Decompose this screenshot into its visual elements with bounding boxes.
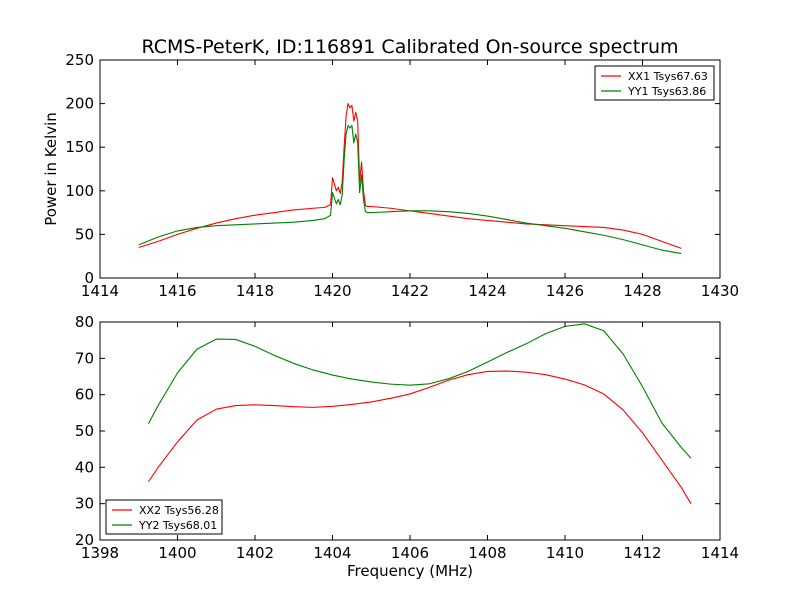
x-tick-label-2-4: 1406 bbox=[391, 544, 429, 562]
x-tick-label-2-7: 1412 bbox=[623, 544, 661, 562]
series-line-2-1 bbox=[147, 370, 692, 504]
chart-title: RCMS-PeterK, ID:116891 Calibrated On-sou… bbox=[141, 36, 678, 58]
y-tick-label-1-1: 50 bbox=[75, 225, 94, 243]
y-tick-label-1-2: 100 bbox=[65, 182, 94, 200]
y-tick-label-1-3: 150 bbox=[65, 138, 94, 156]
chart-panel-2: 1398 1400 1402 1404 1406 1408 1410 1412 1414 20 30… bbox=[75, 313, 739, 580]
x-tick-label-1-8: 1430 bbox=[701, 282, 739, 300]
y-tick-label-2-2: 40 bbox=[75, 458, 94, 476]
x-tick-label-1-7: 1428 bbox=[623, 282, 661, 300]
x-tick-label-1-3: 1420 bbox=[313, 282, 351, 300]
y-tick-label-1-0: 0 bbox=[84, 269, 94, 287]
y-tick-label-2-4: 60 bbox=[75, 386, 94, 404]
x-tick-label-1-1: 1416 bbox=[158, 282, 196, 300]
x-axis-label-2: Frequency (MHz) bbox=[347, 562, 473, 580]
x-tick-label-2-5: 1408 bbox=[468, 544, 506, 562]
legend-label-2-1: XX2 Tsys56.28 bbox=[139, 504, 219, 517]
y-tick-label-2-5: 70 bbox=[75, 349, 94, 367]
x-tick-label-1-6: 1426 bbox=[546, 282, 584, 300]
legend-label-1-1: XX1 Tsys67.63 bbox=[628, 70, 708, 83]
legend-1: XX1 Tsys67.63 YY1 Tsys63.86 bbox=[594, 65, 715, 101]
x-tick-label-1-4: 1422 bbox=[391, 282, 429, 300]
x-tick-label-2-2: 1402 bbox=[236, 544, 274, 562]
y-tick-label-1-4: 200 bbox=[65, 95, 94, 113]
x-tick-label-2-8: 1414 bbox=[701, 544, 739, 562]
x-tick-label-1-0: 1414 bbox=[81, 282, 119, 300]
x-tick-label-1-5: 1424 bbox=[468, 282, 506, 300]
y-tick-label-2-3: 50 bbox=[75, 422, 94, 440]
x-tick-label-2-6: 1410 bbox=[546, 544, 584, 562]
y-tick-label-2-0: 20 bbox=[75, 531, 94, 549]
x-tick-label-2-0: 1398 bbox=[81, 544, 119, 562]
series-line-1-2 bbox=[138, 124, 682, 255]
y-tick-label-1-5: 250 bbox=[65, 51, 94, 69]
chart-panel-1: 1414 1416 1418 1420 1422 1424 1426 1428 1430 0 50 1… bbox=[42, 51, 739, 300]
legend-label-1-2: YY1 Tsys63.86 bbox=[627, 85, 706, 98]
y-tick-label-2-1: 30 bbox=[75, 495, 94, 513]
y-tick-label-2-6: 80 bbox=[75, 313, 94, 331]
legend-label-2-2: YY2 Tsys68.01 bbox=[138, 519, 217, 532]
y-axis-label-1: Power in Kelvin bbox=[42, 112, 60, 226]
legend-box-1 bbox=[594, 65, 715, 101]
legend-2: XX2 Tsys56.28 YY2 Tsys68.01 bbox=[105, 499, 223, 535]
x-tick-label-2-3: 1404 bbox=[313, 544, 351, 562]
legend-box-2 bbox=[105, 499, 223, 535]
x-tick-label-2-1: 1400 bbox=[158, 544, 196, 562]
series-line-2-2 bbox=[147, 323, 692, 459]
x-tick-label-1-2: 1418 bbox=[236, 282, 274, 300]
